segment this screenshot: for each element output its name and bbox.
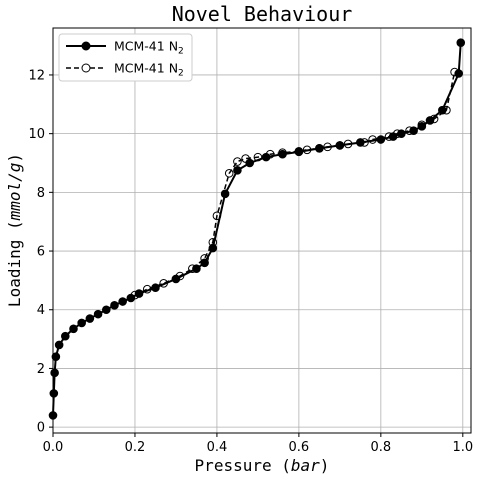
y-tick-label: 10 — [28, 127, 45, 142]
series-1-point — [48, 411, 58, 420]
series-2-point — [253, 152, 263, 162]
series-2-point — [405, 126, 414, 136]
x-tick-label: 0.8 — [370, 440, 391, 455]
series-2-point — [360, 138, 369, 147]
series-2-point — [429, 114, 439, 124]
series-2-point — [323, 142, 332, 152]
chart-title: Novel Behaviour — [172, 2, 353, 26]
series-2-point — [343, 139, 353, 149]
series-1-point — [110, 301, 119, 310]
series-2-point — [392, 129, 402, 138]
legend: MCM-41 N2 MCM-41 N2 — [58, 33, 193, 82]
series-2-point — [294, 146, 304, 156]
series-1-point — [51, 352, 61, 361]
y-tick-label: 12 — [28, 68, 45, 83]
y-tick-label: 6 — [37, 245, 45, 260]
series-1-point — [85, 314, 95, 323]
legend-label-series-1: MCM-41 N2 — [114, 39, 184, 57]
series-2-point — [142, 284, 152, 294]
series-2-point — [233, 157, 242, 166]
series-1-point — [77, 318, 86, 328]
x-axis-title-text: Pressure — [195, 456, 282, 475]
y-tick-label: 2 — [37, 362, 45, 377]
y-tick-label: 4 — [37, 303, 45, 318]
legend-label-series-2-name: MCM-41 N — [114, 61, 178, 76]
series-2-point — [208, 237, 218, 247]
series-2-point — [159, 279, 168, 288]
series-2-point — [442, 105, 451, 115]
ticks: 0.0 0.2 0.4 0.6 0.8 1.0 0 2 4 6 8 10 12 — [28, 68, 473, 455]
series-1-point — [54, 340, 64, 350]
x-axis-title: Pressure (bar) — [195, 456, 330, 475]
y-axis-title: Loading (mmol/g) — [5, 153, 24, 307]
series-2-point — [278, 148, 287, 158]
series-1-point — [60, 331, 70, 341]
series-2-point — [450, 67, 459, 77]
legend-label-series-2-sub: 2 — [178, 69, 184, 79]
series-1-line — [52, 42, 462, 416]
plot-frame — [52, 27, 472, 434]
series-2-point — [212, 211, 222, 221]
series-2-point — [302, 145, 312, 155]
series-1-point — [93, 309, 103, 319]
series-2-point — [175, 271, 185, 281]
legend-label-series-2: MCM-41 N2 — [114, 61, 184, 79]
series-2-point — [417, 120, 427, 130]
series-2-point — [335, 141, 345, 150]
series-layer — [48, 38, 466, 420]
series-1-point — [50, 368, 59, 378]
series-2-point — [384, 132, 394, 141]
series-1-point — [69, 324, 78, 334]
legend-label-series-1-name: MCM-41 N — [114, 39, 178, 54]
series-1 — [48, 38, 466, 420]
y-axis-title-text: Loading — [5, 230, 24, 307]
series-1-point — [49, 389, 59, 398]
legend-marker-series-1 — [81, 41, 91, 51]
series-1-point — [233, 166, 242, 175]
series-2-point — [265, 149, 275, 159]
series-1-point — [101, 305, 111, 315]
legend-label-series-1-sub: 2 — [178, 47, 184, 57]
x-tick-label: 0.4 — [207, 440, 228, 455]
x-tick-label: 0.6 — [289, 440, 310, 455]
x-tick-label: 1.0 — [452, 440, 473, 455]
series-2 — [130, 67, 459, 300]
grid — [52, 28, 471, 433]
series-1-point — [456, 38, 466, 47]
series-2-point — [188, 264, 197, 273]
series-2-line — [134, 71, 456, 296]
x-tick-label: 0.2 — [125, 440, 146, 455]
x-tick-label: 0.0 — [43, 440, 64, 455]
legend-marker-series-2 — [81, 63, 91, 73]
series-2-point — [315, 144, 324, 153]
y-tick-label: 8 — [37, 186, 45, 201]
series-2-point — [224, 168, 234, 178]
y-tick-label: 0 — [37, 421, 45, 436]
series-2-point — [368, 135, 377, 144]
series-1-point — [118, 297, 127, 306]
series-2-point — [200, 254, 209, 263]
series-2-point — [130, 290, 140, 300]
series-2-point — [241, 154, 250, 163]
y-axis-title-unit: mmol/g — [5, 163, 24, 222]
x-axis-title-unit: bar — [291, 456, 320, 475]
